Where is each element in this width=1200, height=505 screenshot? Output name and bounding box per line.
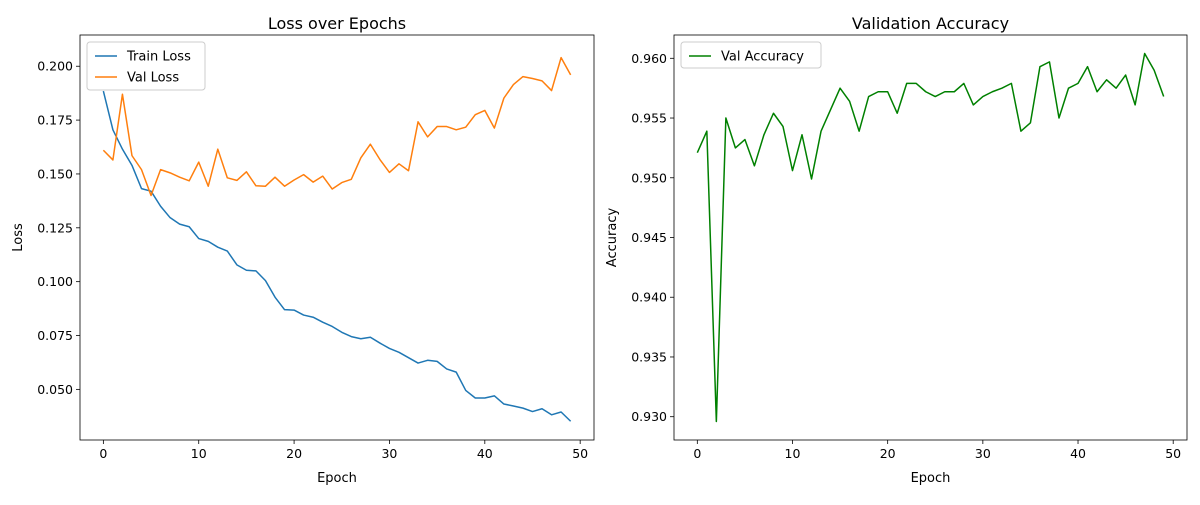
plot-frame [673, 34, 1188, 441]
x-tick-label: 50 [1165, 446, 1181, 461]
x-tick-label: 40 [477, 446, 493, 461]
y-tick-label: 0.955 [631, 111, 667, 126]
x-tick-label: 0 [99, 446, 107, 461]
x-axis-label: Epoch [317, 471, 357, 486]
x-tick-label: 30 [975, 446, 991, 461]
series-line-train-loss [102, 90, 572, 422]
y-tick-label: 0.935 [631, 349, 667, 364]
legend-box [86, 41, 206, 91]
chart-title: Loss over Epochs [268, 14, 406, 33]
x-tick-label: 10 [191, 446, 207, 461]
x-tick-label: 50 [572, 446, 588, 461]
loss-chart: Loss over Epochs 0 10 20 30 40 50 0.050 0.075 0.1… [11, 14, 595, 486]
series-line-val-loss [102, 56, 572, 197]
legend: Train Loss Val Loss [86, 41, 206, 91]
y-tick-label: 0.075 [37, 328, 73, 343]
y-tick-label: 0.050 [37, 382, 73, 397]
legend-label-val-accuracy: Val Accuracy [721, 50, 804, 65]
accuracy-chart: Validation Accuracy 0 10 20 30 40 50 0.930 0.935… [605, 14, 1188, 486]
y-tick-label: 0.940 [631, 290, 667, 305]
y-axis-label: Accuracy [605, 208, 620, 268]
legend-box [680, 41, 822, 69]
x-tick-label: 0 [693, 446, 701, 461]
y-tick-label: 0.960 [631, 51, 667, 66]
legend: Val Accuracy [680, 41, 822, 69]
x-axis-label: Epoch [911, 471, 951, 486]
chart-title: Validation Accuracy [852, 14, 1009, 33]
x-tick-label: 20 [286, 446, 302, 461]
legend-label-val-loss: Val Loss [127, 71, 179, 86]
y-tick-label: 0.200 [37, 59, 73, 74]
legend-label-train-loss: Train Loss [126, 50, 191, 65]
x-tick-label: 10 [785, 446, 801, 461]
plot-frame [79, 34, 595, 441]
y-tick-label: 0.175 [37, 113, 73, 128]
y-tick-label: 0.150 [37, 166, 73, 181]
x-tick-label: 40 [1070, 446, 1086, 461]
x-tick-label: 20 [880, 446, 896, 461]
y-tick-label: 0.100 [37, 274, 73, 289]
y-tick-label: 0.930 [631, 409, 667, 424]
y-tick-label: 0.125 [37, 220, 73, 235]
series-line-val-accuracy [696, 52, 1165, 423]
y-tick-label: 0.950 [631, 170, 667, 185]
x-tick-label: 30 [381, 446, 397, 461]
y-tick-label: 0.945 [631, 230, 667, 245]
y-axis-label: Loss [11, 223, 26, 252]
